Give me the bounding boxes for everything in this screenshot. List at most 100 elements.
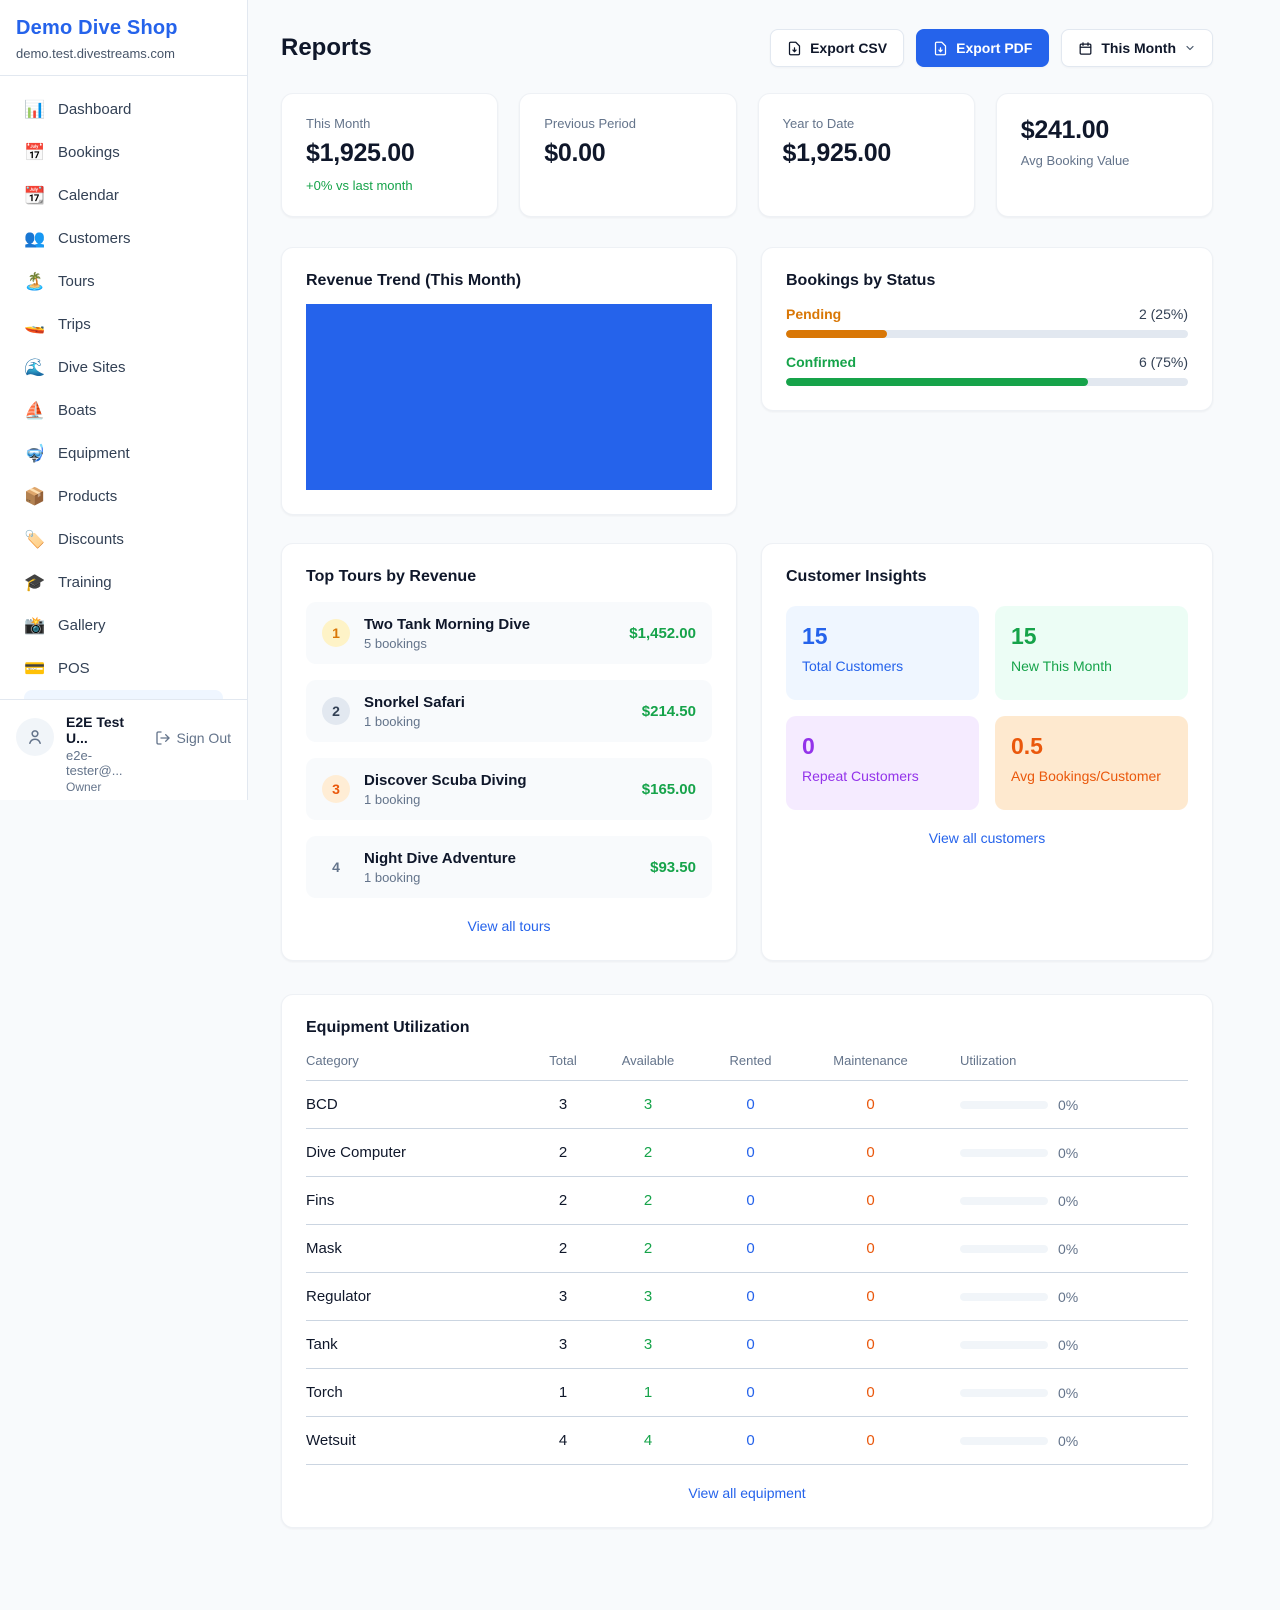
stat-delta: +0% vs last month [306, 178, 413, 193]
page-header: Reports Export CSV Export PDF [281, 28, 1213, 68]
sidebar-item-discounts[interactable]: 🏷️ Discounts [12, 518, 235, 561]
export-csv-button[interactable]: Export CSV [770, 29, 905, 67]
cell-maintenance: 0 [866, 1144, 875, 1161]
tile-label: New This Month [1011, 658, 1112, 674]
cell-category: Tank [306, 1336, 338, 1353]
cell-category: Wetsuit [306, 1432, 356, 1449]
sidebar-item-label: Tours [58, 273, 95, 290]
sidebar-item-gallery[interactable]: 📸 Gallery [12, 604, 235, 647]
sidebar-item-label: Training [58, 574, 112, 591]
sidebar-item-bookings[interactable]: 📅 Bookings [12, 131, 235, 174]
sidebar-item-customers[interactable]: 👥 Customers [12, 217, 235, 260]
main-content: Reports Export CSV Export PDF [248, 0, 1280, 1528]
tour-name: Two Tank Morning Dive [364, 615, 531, 633]
cell-category: Mask [306, 1240, 342, 1257]
tour-bookings: 1 booking [364, 791, 421, 807]
chevron-down-icon [1186, 45, 1194, 51]
header-actions: Export CSV Export PDF This Month [770, 29, 1213, 67]
cell-rented: 0 [746, 1288, 755, 1305]
tour-revenue: $1,452.00 [629, 624, 696, 642]
sidebar-item-label: Calendar [58, 187, 119, 204]
status-row-pending: Pending 2 (25%) [786, 306, 1188, 338]
view-all-tours-link[interactable]: View all tours [467, 918, 551, 934]
export-pdf-button[interactable]: Export PDF [916, 29, 1050, 67]
sidebar-item-training[interactable]: 🎓 Training [12, 561, 235, 604]
tile-value: 0.5 [1011, 733, 1043, 759]
tile-label: Total Customers [802, 658, 904, 674]
sidebar-item-reports-partial[interactable] [24, 690, 223, 699]
stat-card-previous-period: Previous Period $0.00 [519, 93, 737, 217]
top-tours-panel: Top Tours by Revenue 1 Two Tank Morning … [281, 543, 737, 961]
stat-value: $241.00 [1020, 116, 1110, 144]
user-section: E2E Test U... e2e-tester@... Owner Sign … [0, 699, 247, 808]
status-label: Confirmed [786, 354, 856, 370]
sidebar-item-products[interactable]: 📦 Products [12, 475, 235, 518]
sidebar-item-trips[interactable]: 🚤 Trips [12, 303, 235, 346]
credit-card-icon: 💳 [24, 658, 46, 678]
tile-new-this-month: 15 New This Month [995, 606, 1188, 700]
column-header: Maintenance [833, 1053, 908, 1068]
tour-name: Discover Scuba Diving [364, 771, 527, 789]
list-item: 3 Discover Scuba Diving 1 booking $165.0… [306, 758, 712, 820]
utilization-pct: 0% [1058, 1432, 1079, 1449]
cell-rented: 0 [746, 1384, 755, 1401]
panel-title: Equipment Utilization [306, 1019, 470, 1036]
tile-value: 0 [802, 733, 815, 759]
equipment-utilization-panel: Equipment Utilization Category Total Ava… [281, 994, 1213, 1528]
period-dropdown[interactable]: This Month [1061, 29, 1213, 67]
stat-value: $1,925.00 [782, 139, 892, 167]
table-row: Fins 2 2 0 0 0% [306, 1177, 1188, 1225]
table-row: Tank 3 3 0 0 0% [306, 1321, 1188, 1369]
utilization-pct: 0% [1058, 1240, 1079, 1257]
panel-title: Top Tours by Revenue [306, 568, 477, 585]
column-header: Category [306, 1053, 359, 1068]
sidebar-item-label: Dashboard [58, 101, 132, 118]
sidebar-item-boats[interactable]: ⛵ Boats [12, 389, 235, 432]
tour-bookings: 1 booking [364, 869, 421, 885]
user-email: e2e-tester@... [66, 748, 123, 778]
island-icon: 🏝️ [24, 271, 46, 291]
sailboat-icon: ⛵ [24, 400, 46, 420]
view-all-customers-link[interactable]: View all customers [928, 830, 1046, 846]
cell-utilization: 0% [938, 1433, 1188, 1449]
sidebar-item-label: Dive Sites [58, 359, 126, 376]
utilization-pct: 0% [1058, 1192, 1079, 1209]
tile-value: 15 [802, 623, 828, 649]
sidebar-item-dashboard[interactable]: 📊 Dashboard [12, 88, 235, 131]
sidebar-item-label: Bookings [58, 144, 120, 161]
sidebar-item-dive-sites[interactable]: 🌊 Dive Sites [12, 346, 235, 389]
cell-available: 2 [643, 1240, 653, 1257]
cell-total: 4 [558, 1432, 568, 1449]
table-row: Torch 1 1 0 0 0% [306, 1369, 1188, 1417]
view-all-equipment-link[interactable]: View all equipment [688, 1485, 806, 1501]
sidebar-item-equipment[interactable]: 🤿 Equipment [12, 432, 235, 475]
bar-chart-icon: 📊 [24, 99, 46, 119]
cell-available: 4 [643, 1432, 653, 1449]
column-header: Total [549, 1053, 577, 1068]
cell-category: BCD [306, 1096, 338, 1113]
bookings-by-status-panel: Bookings by Status Pending 2 (25%) Confi… [761, 247, 1213, 411]
sidebar-item-label: Products [58, 488, 118, 505]
export-csv-label: Export CSV [810, 40, 888, 56]
stat-label: Avg Booking Value [1020, 153, 1130, 168]
sidebar-item-calendar[interactable]: 📆 Calendar [12, 174, 235, 217]
cell-utilization: 0% [938, 1241, 1188, 1257]
file-download-icon [788, 41, 801, 55]
cell-rented: 0 [746, 1336, 755, 1353]
utilization-bar [960, 1340, 1048, 1349]
tour-name: Night Dive Adventure [364, 849, 516, 867]
sign-out-button[interactable]: Sign Out [155, 730, 231, 746]
utilization-pct: 0% [1058, 1336, 1079, 1353]
cell-utilization: 0% [938, 1145, 1188, 1161]
cell-total: 3 [558, 1336, 568, 1353]
tour-bookings: 5 bookings [364, 635, 427, 651]
export-pdf-label: Export PDF [956, 40, 1033, 56]
cell-utilization: 0% [938, 1097, 1188, 1113]
cell-available: 2 [643, 1144, 653, 1161]
sidebar-item-tours[interactable]: 🏝️ Tours [12, 260, 235, 303]
cell-total: 2 [558, 1144, 568, 1161]
sidebar-item-pos[interactable]: 💳 POS [12, 647, 235, 690]
shop-name: Demo Dive Shop [16, 17, 178, 39]
insight-tiles: 15 Total Customers 15 New This Month 0 R… [786, 606, 1188, 810]
calendar-icon [1079, 41, 1092, 55]
